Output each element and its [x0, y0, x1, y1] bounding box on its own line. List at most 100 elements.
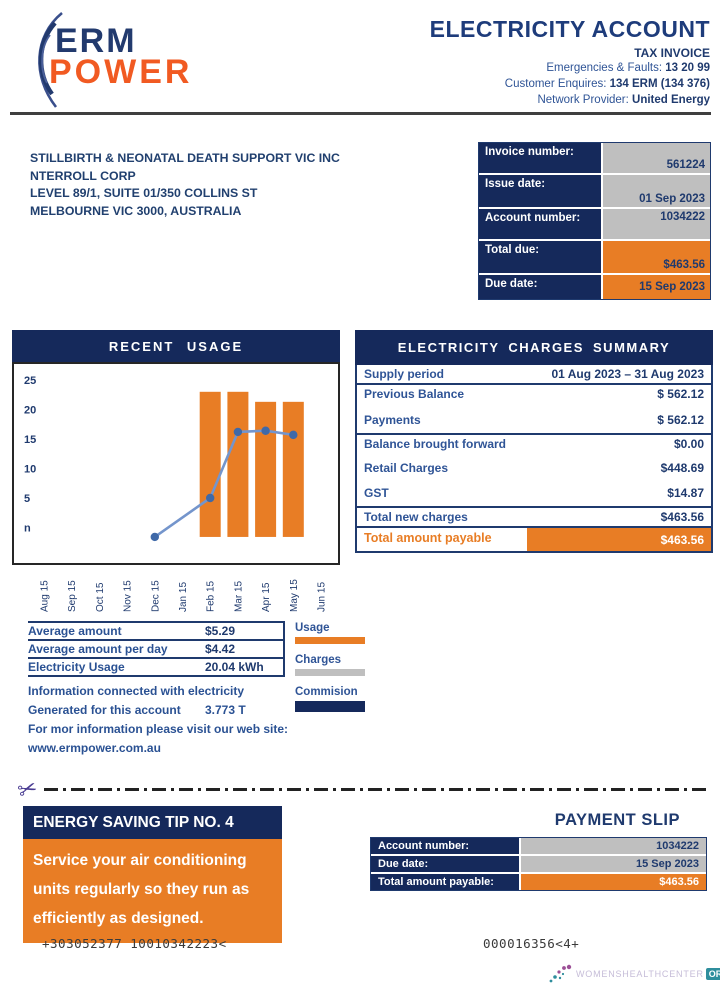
usage-chart-svg: 25 20 15 10 5 n Aug 15 Sep 15 Oct 15 Nov 15 Dec 15… — [12, 362, 340, 612]
supply-period-value: 01 Aug 2023 – 31 Aug 2023 — [551, 367, 704, 381]
svg-text:Feb 15: Feb 15 — [206, 580, 217, 612]
due-date-value: 15 Sep 2023 — [603, 275, 710, 299]
total-due-label: Total due: — [479, 241, 601, 273]
slip-total-row: Total amount payable: $463.56 — [371, 874, 706, 890]
averages-table: Average amount $5.29 Average amount per … — [28, 621, 285, 677]
svg-text:15: 15 — [24, 434, 36, 446]
page-title: ELECTRICITY ACCOUNT — [429, 16, 710, 42]
account-info-lines: Information connected with electricity G… — [28, 682, 308, 758]
average-amount-row: Average amount $5.29 — [28, 623, 283, 641]
due-date-row: Due date: 15 Sep 2023 — [479, 275, 710, 299]
legend-usage-swatch — [295, 637, 365, 644]
average-per-day-row: Average amount per day $4.42 — [28, 641, 283, 659]
total-payable-label: Total amount payable — [364, 531, 492, 545]
charges-summary-title: ELECTRICITY CHARGES SUMMARY — [355, 330, 713, 365]
enquiries-value: 134 ERM (134 376) — [609, 78, 710, 90]
svg-text:Aug 15: Aug 15 — [40, 580, 51, 612]
recipient-address: STILLBIRTH & NEONATAL DEATH SUPPORT VIC … — [30, 150, 340, 220]
legend-commision-swatch — [295, 701, 365, 712]
chart-legend: Usage Charges Commision — [295, 622, 365, 722]
payment-slip-table: Account number: 1034222 Due date: 15 Sep… — [370, 837, 707, 891]
watermark: WOMENSHEALTHCENTER ORG — [548, 963, 720, 985]
erm-power-logo-arcs-icon — [38, 11, 63, 108]
energy-tip-box: ENERGY SAVING TIP NO. 4 Service your air… — [23, 806, 282, 943]
average-amount-label: Average amount — [28, 624, 122, 638]
balance-forward-row: Balance brought forward $0.00 — [357, 435, 711, 459]
scissors-icon: ✂ — [14, 773, 41, 805]
watermark-dots-icon — [549, 964, 572, 983]
info-line-1: Information connected with electricity — [28, 684, 245, 698]
energy-tip-title: ENERGY SAVING TIP NO. 4 — [23, 806, 282, 839]
retail-charges-label: Retail Charges — [364, 461, 449, 475]
issue-date-value: 01 Sep 2023 — [603, 175, 710, 207]
network-provider-label: Network Provider: — [537, 94, 629, 106]
total-new-charges-value: $463.56 — [660, 510, 704, 524]
slip-total-value: $463.56 — [521, 874, 706, 890]
emergencies-line: Emergencies & Faults: 13 20 99 — [300, 60, 710, 76]
electricity-usage-label: Electricity Usage — [28, 660, 125, 674]
invoice-summary-box: Invoice number: 561224 Issue date: 01 Se… — [478, 142, 711, 300]
slip-due-date-value: 15 Sep 2023 — [521, 856, 706, 872]
cut-dashed-line — [44, 788, 710, 791]
network-provider-line: Network Provider: United Energy — [300, 92, 710, 108]
svg-text:Dec 15: Dec 15 — [150, 580, 161, 612]
svg-text:Mar 15: Mar 15 — [233, 580, 244, 612]
info-line-2: Generated for this account 3.773 T — [28, 701, 308, 720]
tax-invoice-label: TAX INVOICE — [634, 46, 710, 60]
slip-due-date-row: Due date: 15 Sep 2023 — [371, 856, 706, 872]
supply-period-label: Supply period — [364, 367, 445, 381]
retail-charges-row: Retail Charges $448.69 — [357, 459, 711, 484]
gst-row: GST $14.87 — [357, 484, 711, 508]
issue-date-row: Issue date: 01 Sep 2023 — [479, 175, 710, 207]
total-new-charges-row: Total new charges $463.56 — [357, 508, 711, 528]
account-number-label: Account number: — [479, 209, 601, 239]
previous-balance-label: Previous Balance — [364, 387, 465, 401]
previous-balance-value: $ 562.12 — [657, 387, 704, 401]
enquiries-line: Customer Enquires: 134 ERM (134 376) — [300, 76, 710, 92]
recent-usage-chart: RECENT USAGE 25 20 15 10 5 n Aug 15 Sep 15 Oct 1… — [12, 330, 340, 625]
slip-total-label: Total amount payable: — [371, 874, 519, 890]
average-per-day-label: Average amount per day — [28, 642, 168, 656]
supply-period-row: Supply period 01 Aug 2023 – 31 Aug 2023 — [357, 365, 711, 385]
legend-charges-label: Charges — [295, 654, 342, 666]
charges-summary-table: Supply period 01 Aug 2023 – 31 Aug 2023 … — [355, 365, 713, 553]
recent-usage-title: RECENT USAGE — [12, 330, 340, 362]
legend-charges-swatch — [295, 669, 365, 676]
logo-text-erm: ERM — [55, 22, 137, 60]
svg-text:Sep 15: Sep 15 — [67, 580, 78, 612]
previous-balance-row: Previous Balance $ 562.12 — [357, 385, 711, 411]
watermark-org-badge: ORG — [705, 968, 720, 980]
svg-text:25: 25 — [24, 375, 36, 387]
gst-value: $14.87 — [667, 486, 704, 500]
account-number-row: Account number: 1034222 — [479, 209, 710, 239]
charges-summary: ELECTRICITY CHARGES SUMMARY Supply perio… — [355, 330, 713, 553]
network-provider-value: United Energy — [632, 94, 710, 106]
total-new-charges-label: Total new charges — [364, 510, 468, 524]
energy-tip-body: Service your air conditioning units regu… — [23, 839, 282, 943]
header-divider — [10, 112, 711, 115]
ocr-code-right: 000016356<4+ — [483, 936, 580, 951]
account-number-value: 1034222 — [603, 209, 710, 239]
recipient-company: NTERROLL CORP — [30, 168, 136, 183]
payments-label: Payments — [364, 413, 421, 427]
total-due-row: Total due: $463.56 — [479, 241, 710, 273]
average-amount-value: $5.29 — [205, 624, 236, 638]
svg-text:Apr 15: Apr 15 — [261, 582, 272, 612]
enquiries-label: Customer Enquires: — [504, 78, 607, 90]
emergencies-value: 13 20 99 — [665, 62, 710, 74]
balance-forward-label: Balance brought forward — [364, 437, 507, 451]
payments-value: $ 562.12 — [657, 413, 704, 427]
svg-text:May 15: May 15 — [289, 579, 300, 612]
due-date-label: Due date: — [479, 275, 601, 299]
emergencies-label: Emergencies & Faults: — [546, 62, 663, 74]
website-link[interactable]: www.ermpower.com.au — [28, 741, 161, 755]
balance-forward-value: $0.00 — [673, 437, 704, 451]
svg-text:Oct 15: Oct 15 — [95, 582, 106, 612]
retail-charges-value: $448.69 — [660, 461, 704, 475]
svg-text:10: 10 — [24, 464, 36, 476]
slip-account-value: 1034222 — [521, 838, 706, 854]
total-payable-row: Total amount payable $463.56 — [357, 528, 711, 551]
logo-text-power: POWER — [49, 53, 193, 91]
invoice-number-row: Invoice number: 561224 — [479, 143, 710, 173]
